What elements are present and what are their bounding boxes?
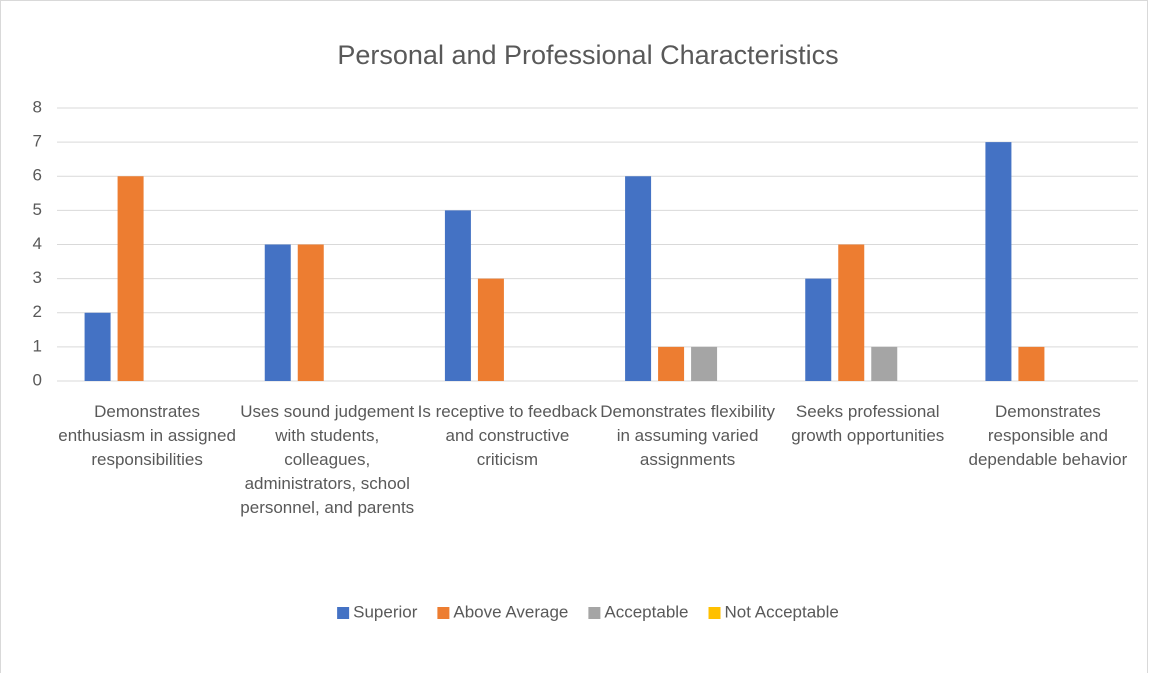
x-tick-label-box: Demonstrates responsible and dependable … bbox=[968, 402, 1128, 469]
x-tick-label-box: Is receptive to feedback and constructiv… bbox=[417, 402, 598, 469]
legend-label: Not Acceptable bbox=[725, 602, 839, 621]
x-tick-label-box: Demonstrates flexibility in assuming var… bbox=[600, 402, 775, 469]
legend-swatch bbox=[437, 607, 450, 619]
legend-swatch bbox=[337, 607, 350, 619]
x-tick-label: Is receptive to feedback and constructiv… bbox=[417, 402, 598, 469]
bar bbox=[658, 346, 685, 381]
legend-swatch bbox=[708, 607, 721, 619]
bar bbox=[84, 312, 111, 381]
legend-label: Acceptable bbox=[604, 602, 688, 621]
x-tick-label: Seeks professional growth opportunities bbox=[791, 402, 945, 445]
bar bbox=[444, 210, 471, 381]
bar bbox=[625, 176, 652, 381]
x-tick-label: Demonstrates flexibility in assuming var… bbox=[600, 402, 775, 469]
bar bbox=[297, 244, 324, 381]
bar bbox=[691, 346, 718, 381]
legend-label: Superior bbox=[353, 602, 418, 621]
y-tick-label: 1 bbox=[33, 336, 42, 355]
legend: Superior Above Average Acceptable Not Accep… bbox=[337, 602, 839, 621]
x-tick-label-box: Demonstrates enthusiasm in assigned resp… bbox=[58, 402, 236, 469]
y-tick-label: 6 bbox=[33, 166, 42, 185]
bar bbox=[871, 346, 898, 381]
bar bbox=[805, 278, 832, 381]
x-tick-label: Demonstrates enthusiasm in assigned resp… bbox=[58, 402, 236, 469]
legend-swatch bbox=[588, 607, 601, 619]
x-tick-label-box: Uses sound judgement with students, coll… bbox=[240, 402, 415, 517]
y-tick-label: 7 bbox=[33, 132, 42, 151]
legend-label: Above Average bbox=[453, 602, 568, 621]
bar bbox=[477, 278, 504, 381]
bar bbox=[117, 176, 144, 381]
y-tick-label: 5 bbox=[33, 200, 42, 219]
bar bbox=[985, 142, 1012, 381]
y-tick-label: 8 bbox=[33, 97, 42, 116]
x-tick-label-box: Seeks professional growth opportunities bbox=[791, 402, 945, 445]
y-tick-label: 2 bbox=[33, 302, 42, 321]
x-tick-label: Uses sound judgement with students, coll… bbox=[240, 402, 415, 517]
bar bbox=[838, 244, 865, 381]
y-tick-label: 4 bbox=[33, 234, 42, 253]
y-tick-label: 3 bbox=[33, 268, 42, 287]
y-tick-label: 0 bbox=[33, 370, 42, 389]
chart-title: Personal and Professional Characteristic… bbox=[337, 40, 838, 70]
bar bbox=[1018, 346, 1045, 381]
x-tick-label: Demonstrates responsible and dependable … bbox=[968, 402, 1128, 469]
bar bbox=[264, 244, 291, 381]
